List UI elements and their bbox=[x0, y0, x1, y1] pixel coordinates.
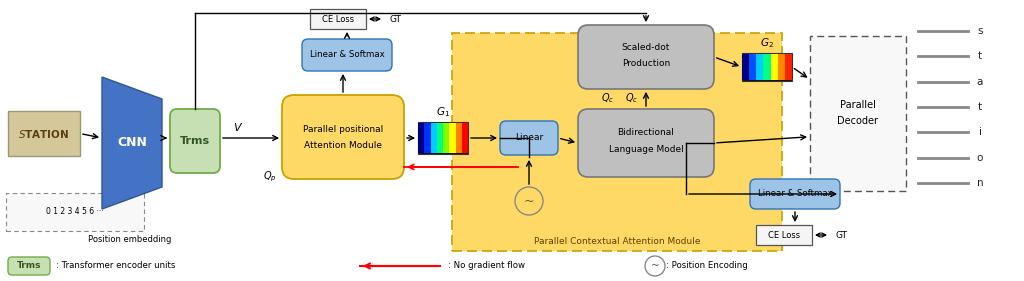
Bar bbox=[462, 123, 468, 153]
Bar bbox=[418, 122, 468, 154]
Text: CE Loss: CE Loss bbox=[322, 15, 354, 24]
FancyBboxPatch shape bbox=[282, 95, 404, 179]
Text: Production: Production bbox=[622, 58, 670, 67]
Text: GT: GT bbox=[390, 15, 402, 24]
Bar bbox=[418, 123, 424, 153]
Text: Trms: Trms bbox=[180, 136, 210, 146]
Text: n: n bbox=[977, 178, 983, 188]
Polygon shape bbox=[102, 77, 162, 209]
Bar bbox=[443, 123, 450, 153]
Text: $G_2$: $G_2$ bbox=[760, 36, 774, 50]
Text: Position embedding: Position embedding bbox=[88, 235, 172, 244]
Text: Parallel positional: Parallel positional bbox=[303, 124, 383, 133]
Bar bbox=[430, 123, 437, 153]
Text: $G_1$: $G_1$ bbox=[436, 105, 450, 119]
FancyBboxPatch shape bbox=[8, 257, 50, 275]
Bar bbox=[456, 123, 462, 153]
FancyBboxPatch shape bbox=[170, 109, 220, 173]
Text: 0 1 2 3 4 5 6 ···: 0 1 2 3 4 5 6 ··· bbox=[46, 207, 103, 216]
Text: Linear & Softmax: Linear & Softmax bbox=[309, 51, 384, 60]
Bar bbox=[771, 54, 777, 80]
Text: t: t bbox=[978, 51, 982, 61]
Text: Parallel Contextual Attention Module: Parallel Contextual Attention Module bbox=[534, 237, 700, 246]
Text: Scaled-dot: Scaled-dot bbox=[622, 42, 670, 51]
Text: Linear: Linear bbox=[515, 133, 543, 142]
Text: o: o bbox=[977, 153, 983, 163]
Text: : No gradient flow: : No gradient flow bbox=[449, 262, 525, 271]
Bar bbox=[777, 54, 784, 80]
Bar bbox=[6, 193, 144, 231]
Bar bbox=[310, 9, 366, 29]
Bar bbox=[750, 54, 757, 80]
Bar bbox=[810, 36, 906, 191]
Text: CE Loss: CE Loss bbox=[768, 230, 800, 239]
Text: Linear & Softmax: Linear & Softmax bbox=[758, 189, 833, 198]
Text: ~: ~ bbox=[650, 261, 659, 271]
Text: : Transformer encoder units: : Transformer encoder units bbox=[56, 262, 175, 271]
Text: s: s bbox=[977, 26, 983, 36]
Text: GT: GT bbox=[836, 230, 848, 239]
Text: i: i bbox=[979, 127, 981, 137]
Bar bbox=[764, 54, 771, 80]
Bar bbox=[437, 123, 443, 153]
FancyBboxPatch shape bbox=[750, 179, 840, 209]
Bar bbox=[756, 225, 812, 245]
Bar bbox=[784, 54, 792, 80]
Text: a: a bbox=[977, 77, 983, 87]
FancyBboxPatch shape bbox=[302, 39, 392, 71]
Bar bbox=[742, 54, 750, 80]
Text: $Q_c$: $Q_c$ bbox=[626, 91, 639, 105]
Text: $Q_p$: $Q_p$ bbox=[263, 170, 276, 184]
Text: $Q_c$: $Q_c$ bbox=[601, 91, 614, 105]
Bar bbox=[8, 111, 80, 156]
Bar bbox=[424, 123, 430, 153]
Bar bbox=[450, 123, 456, 153]
Text: t: t bbox=[978, 102, 982, 112]
Text: : Position Encoding: : Position Encoding bbox=[666, 262, 748, 271]
Text: Decoder: Decoder bbox=[838, 117, 879, 126]
FancyBboxPatch shape bbox=[578, 109, 714, 177]
Text: CNN: CNN bbox=[117, 137, 146, 149]
FancyBboxPatch shape bbox=[500, 121, 558, 155]
Bar bbox=[742, 53, 792, 81]
Text: $\mathit{V}$: $\mathit{V}$ bbox=[232, 121, 243, 133]
Text: Trms: Trms bbox=[16, 262, 41, 271]
FancyBboxPatch shape bbox=[578, 25, 714, 89]
Bar bbox=[757, 54, 764, 80]
Text: Language Model: Language Model bbox=[608, 144, 683, 153]
Text: Bidirectional: Bidirectional bbox=[617, 128, 675, 137]
Text: $\mathit{S}$TATION: $\mathit{S}$TATION bbox=[18, 128, 70, 139]
Bar bbox=[452, 33, 782, 251]
Text: Parallel: Parallel bbox=[840, 101, 876, 110]
Text: ~: ~ bbox=[523, 194, 535, 207]
Text: Attention Module: Attention Module bbox=[304, 140, 382, 149]
